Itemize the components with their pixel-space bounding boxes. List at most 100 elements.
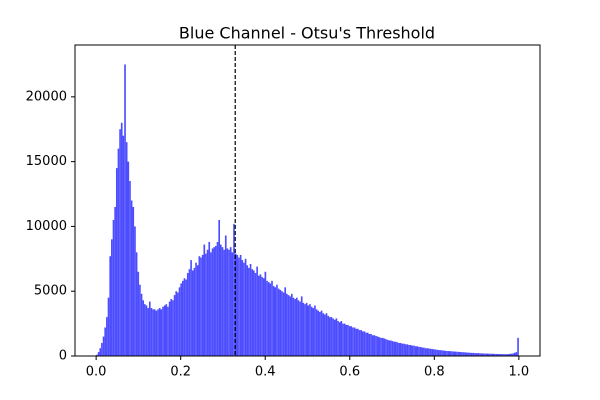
bar bbox=[163, 305, 166, 356]
bar bbox=[324, 314, 326, 356]
bar bbox=[416, 346, 419, 356]
bar bbox=[413, 345, 415, 356]
bar bbox=[386, 339, 389, 356]
bar bbox=[399, 343, 402, 356]
bar bbox=[312, 308, 315, 356]
bar bbox=[201, 254, 204, 356]
bar bbox=[447, 351, 450, 356]
bar bbox=[155, 310, 158, 356]
bar bbox=[335, 318, 338, 356]
bar bbox=[111, 239, 113, 356]
bar bbox=[167, 306, 169, 356]
bar bbox=[107, 297, 110, 356]
bar bbox=[434, 349, 437, 356]
bar bbox=[310, 306, 313, 356]
bar bbox=[360, 330, 362, 356]
bar bbox=[325, 313, 328, 356]
bar bbox=[475, 353, 478, 356]
bar bbox=[211, 248, 214, 356]
bar bbox=[254, 273, 257, 356]
bar bbox=[215, 245, 217, 356]
bar bbox=[257, 275, 260, 356]
bar bbox=[512, 353, 514, 356]
bar bbox=[315, 309, 318, 356]
bar bbox=[228, 249, 230, 356]
bar bbox=[393, 341, 396, 356]
bar bbox=[185, 279, 187, 356]
bar bbox=[249, 263, 252, 356]
bar bbox=[368, 333, 371, 356]
bar bbox=[461, 352, 463, 356]
bar bbox=[216, 241, 219, 356]
bar bbox=[284, 287, 287, 356]
bar bbox=[172, 300, 174, 356]
bar bbox=[494, 353, 496, 356]
bar bbox=[470, 352, 473, 356]
bar bbox=[101, 343, 103, 356]
x-tick-label: 0.6 bbox=[339, 365, 360, 380]
bar bbox=[381, 337, 384, 356]
bar bbox=[390, 340, 392, 356]
bar bbox=[145, 305, 148, 356]
bar bbox=[244, 258, 247, 356]
bar bbox=[380, 337, 382, 356]
bar bbox=[97, 352, 100, 356]
bar bbox=[428, 348, 430, 356]
bar bbox=[173, 295, 176, 356]
bar bbox=[106, 317, 108, 356]
bar bbox=[305, 302, 308, 356]
bar bbox=[294, 298, 296, 356]
bar bbox=[454, 351, 457, 356]
bar bbox=[239, 254, 242, 356]
bar bbox=[137, 271, 140, 356]
bar bbox=[281, 291, 283, 356]
bar bbox=[99, 348, 102, 356]
bar bbox=[424, 348, 427, 356]
bar bbox=[219, 244, 222, 356]
bar bbox=[96, 354, 98, 356]
bar bbox=[132, 206, 135, 356]
bar bbox=[373, 335, 376, 356]
bar bbox=[243, 262, 245, 356]
bar bbox=[160, 309, 163, 356]
bar bbox=[515, 352, 518, 356]
bar bbox=[307, 305, 310, 356]
bar bbox=[256, 266, 258, 356]
bar bbox=[274, 287, 277, 356]
bar bbox=[385, 339, 387, 356]
bar bbox=[485, 353, 488, 356]
bar bbox=[383, 338, 386, 356]
bar bbox=[238, 257, 240, 356]
bar bbox=[370, 333, 372, 356]
bar bbox=[378, 337, 381, 356]
bar bbox=[423, 347, 425, 356]
bar bbox=[218, 219, 220, 356]
bar bbox=[408, 344, 410, 356]
bar bbox=[271, 280, 273, 356]
bar bbox=[495, 353, 498, 356]
bar bbox=[484, 353, 486, 356]
bar bbox=[358, 330, 361, 356]
bar bbox=[352, 327, 354, 356]
bar bbox=[376, 336, 379, 356]
bar bbox=[510, 353, 513, 356]
bar bbox=[489, 353, 491, 356]
y-tick-label: 15000 bbox=[26, 154, 67, 169]
bar bbox=[158, 308, 161, 356]
y-tick-label: 5000 bbox=[34, 284, 67, 299]
bar bbox=[406, 344, 409, 356]
bar bbox=[231, 252, 234, 356]
plot-frame bbox=[74, 44, 541, 357]
bar bbox=[418, 346, 420, 356]
bar bbox=[398, 343, 400, 356]
bar bbox=[411, 345, 414, 356]
bar bbox=[253, 270, 255, 356]
bar bbox=[446, 350, 448, 356]
bar bbox=[221, 247, 224, 356]
bar bbox=[286, 293, 288, 356]
bar bbox=[262, 278, 265, 356]
bar bbox=[395, 341, 397, 356]
bar bbox=[477, 353, 480, 356]
bar bbox=[366, 332, 369, 356]
bar bbox=[449, 351, 452, 356]
